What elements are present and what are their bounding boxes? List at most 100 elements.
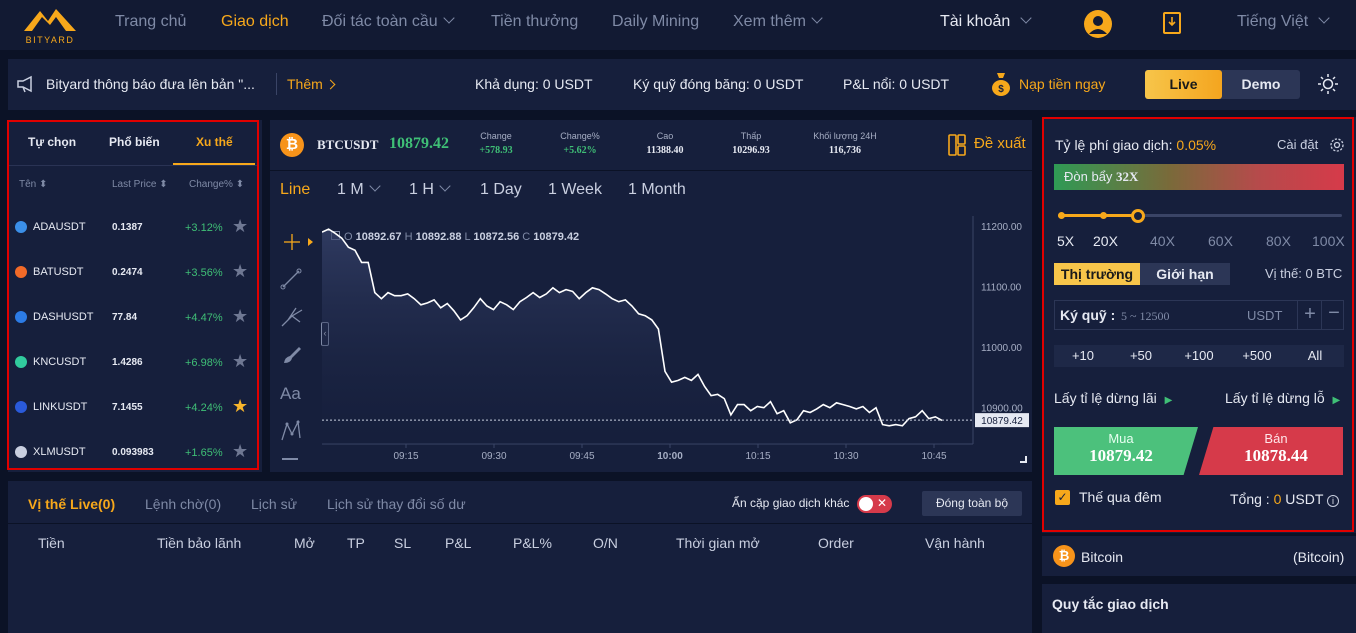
- slider-knob[interactable]: [1130, 209, 1145, 223]
- row-change: +4.24%: [185, 402, 223, 414]
- tf-1month[interactable]: 1 Month: [628, 181, 686, 198]
- more-tools-icon[interactable]: [282, 458, 298, 460]
- star-icon[interactable]: ★: [232, 306, 249, 326]
- account-menu[interactable]: Tài khoản: [940, 12, 1032, 31]
- row-symbol: XLMUSDT: [33, 446, 86, 458]
- overnight-checkbox[interactable]: ✓: [1055, 490, 1070, 505]
- tab-trending[interactable]: Xu thế: [196, 135, 233, 149]
- price-area: [322, 229, 942, 444]
- slider-dot: [1100, 212, 1107, 219]
- market-order-tab[interactable]: Thị trường: [1054, 263, 1140, 285]
- pattern-tool-icon[interactable]: [280, 420, 302, 442]
- nav-home[interactable]: Trang chủ: [115, 13, 187, 30]
- quick-amount-10[interactable]: +10: [1054, 345, 1112, 367]
- lev-mark-5x: 5X: [1057, 233, 1075, 249]
- trend-line-icon[interactable]: [280, 268, 302, 290]
- price-chart[interactable]: 10879.42 11200.00 11100.00 11000.00 10900.0…: [322, 216, 1032, 470]
- buy-button[interactable]: Mua 10879.42: [1054, 427, 1198, 475]
- position-size: Vị thế: 0 BTC: [1265, 266, 1343, 281]
- settings-link[interactable]: Cài đặt: [1277, 137, 1319, 152]
- download-icon[interactable]: [1163, 12, 1181, 34]
- crosshair-icon[interactable]: [282, 232, 302, 252]
- divider: [270, 170, 1032, 171]
- text-tool-icon[interactable]: Aa: [280, 384, 301, 403]
- leverage-label: Đòn bẩy: [1064, 169, 1113, 184]
- star-filled-icon[interactable]: ★: [232, 396, 249, 416]
- watchlist-row[interactable]: DASHUSDT 77.84 +4.47% ★: [9, 304, 255, 349]
- sun-theme-icon[interactable]: [1318, 74, 1338, 94]
- margin-input[interactable]: 5 ~ 12500: [1121, 309, 1170, 323]
- tab-history[interactable]: Lịch sử: [251, 496, 297, 512]
- star-icon[interactable]: ★: [232, 351, 249, 371]
- demo-button[interactable]: Demo: [1241, 76, 1281, 92]
- star-icon[interactable]: ★: [232, 216, 249, 236]
- watchlist-row[interactable]: KNCUSDT 1.4286 +6.98% ★: [9, 349, 255, 394]
- nav-trade[interactable]: Giao dịch: [221, 13, 289, 30]
- watchlist-row[interactable]: BATUSDT 0.2474 +3.56% ★: [9, 259, 255, 304]
- watchlist-row[interactable]: ADAUSDT 0.1387 +3.12% ★: [9, 214, 255, 259]
- close-all-button[interactable]: Đóng toàn bộ: [922, 491, 1022, 516]
- gear-icon[interactable]: [1329, 137, 1345, 153]
- nav-daily-mining[interactable]: Daily Mining: [612, 13, 700, 30]
- hide-other-pairs-toggle[interactable]: ✕: [857, 495, 892, 513]
- user-avatar-icon[interactable]: [1084, 10, 1112, 38]
- suggest-button[interactable]: Đề xuất: [974, 135, 1026, 152]
- ticker-change: +578.93: [479, 145, 513, 156]
- quick-amount-100[interactable]: +100: [1170, 345, 1228, 367]
- quick-amount-all[interactable]: All: [1286, 345, 1344, 367]
- nav-rewards[interactable]: Tiền thưởng: [491, 13, 579, 30]
- sell-label: Bán: [1264, 431, 1288, 446]
- hide-other-pairs-label: Ẩn cặp giao dịch khác: [732, 496, 850, 510]
- quick-amount-50[interactable]: +50: [1112, 345, 1170, 367]
- tf-1m[interactable]: 1 M: [337, 180, 381, 199]
- row-symbol: ADAUSDT: [33, 221, 86, 233]
- minus-icon[interactable]: −: [1328, 302, 1340, 324]
- info-icon[interactable]: i: [1327, 495, 1340, 507]
- take-profit-label: Lấy tỉ lệ dừng lãi: [1054, 390, 1157, 406]
- col-name[interactable]: Tên ⬍: [19, 179, 47, 190]
- watchlist-row[interactable]: XLMUSDT 0.093983 +1.65% ★: [9, 439, 255, 484]
- fork-tool-icon[interactable]: [280, 306, 304, 328]
- deposit-now-link[interactable]: Nạp tiền ngay: [1019, 76, 1106, 92]
- limit-order-tab[interactable]: Giới hạn: [1140, 263, 1230, 285]
- buy-price: 10879.42: [1089, 446, 1153, 465]
- tab-popular[interactable]: Phổ biến: [109, 135, 160, 149]
- trading-rules-row[interactable]: Quy tắc giao dịch: [1042, 584, 1356, 633]
- language-select[interactable]: Tiếng Việt: [1237, 12, 1330, 31]
- plus-icon[interactable]: +: [1304, 303, 1316, 325]
- tab-favorites[interactable]: Tự chọn: [28, 135, 77, 149]
- watchlist-row[interactable]: LINKUSDT 7.1455 +4.24% ★: [9, 394, 255, 439]
- tf-1day[interactable]: 1 Day: [480, 181, 522, 198]
- ticker-symbol[interactable]: BTCUSDT: [317, 137, 379, 152]
- row-change: +4.47%: [185, 312, 223, 324]
- lev-mark-80x: 80X: [1266, 233, 1291, 249]
- take-profit-link[interactable]: Lấy tỉ lệ dừng lãi ▶: [1054, 390, 1172, 406]
- tab-pending-orders[interactable]: Lệnh chờ(0): [145, 496, 222, 512]
- nav-partners-label: Đối tác toàn cầu: [322, 13, 438, 30]
- quick-amount-500[interactable]: +500: [1228, 345, 1286, 367]
- bityard-logo[interactable]: BITYARD: [20, 5, 80, 47]
- star-icon[interactable]: ★: [232, 261, 249, 281]
- nav-more[interactable]: Xem thêm: [733, 12, 823, 31]
- leverage-slider[interactable]: [1058, 209, 1342, 223]
- ohlc-close: 10879.42: [533, 231, 580, 243]
- nav-partners[interactable]: Đối tác toàn cầu: [322, 12, 455, 31]
- stop-loss-link[interactable]: Lấy tỉ lệ dừng lỗ ▶: [1225, 390, 1340, 406]
- tab-balance-history[interactable]: Lịch sử thay đổi số dư: [327, 496, 466, 512]
- star-icon[interactable]: ★: [232, 441, 249, 461]
- brush-icon[interactable]: [281, 344, 303, 366]
- col-last-price[interactable]: Last Price ⬍: [112, 179, 168, 190]
- tf-1h[interactable]: 1 H: [409, 180, 451, 199]
- x-tick-label: 10:00: [657, 451, 683, 462]
- row-change: +1.65%: [185, 447, 223, 459]
- tf-1week[interactable]: 1 Week: [548, 181, 602, 198]
- tab-live-positions[interactable]: Vị thế Live(0): [28, 496, 116, 512]
- sell-button[interactable]: Bán 10878.44: [1199, 427, 1343, 475]
- announcement-text[interactable]: Bityard thông báo đưa lên bản "...: [46, 76, 255, 92]
- chevron-down-icon: [1318, 12, 1330, 24]
- live-button[interactable]: Live: [1145, 70, 1222, 99]
- tf-line[interactable]: Line: [280, 181, 311, 198]
- col-change[interactable]: Change% ⬍: [189, 179, 244, 190]
- divider: [9, 165, 257, 166]
- announcement-more-link[interactable]: Thêm: [287, 76, 336, 92]
